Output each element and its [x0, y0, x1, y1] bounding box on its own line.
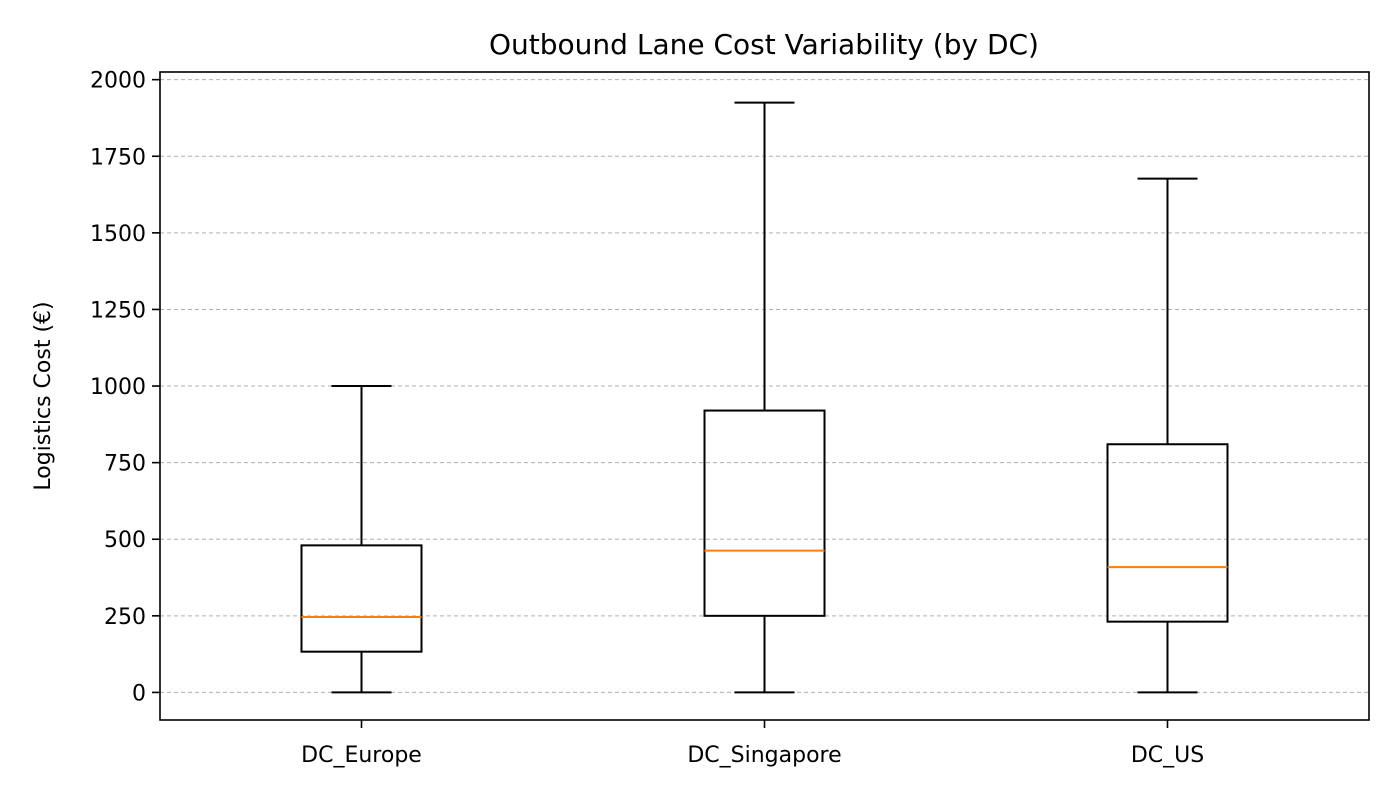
iqr-box: [300, 544, 423, 653]
y-tick-label: 2000: [90, 69, 146, 94]
x-tick-label: DC_US: [1131, 743, 1204, 768]
y-tick-label: 1500: [90, 222, 146, 247]
iqr-box: [703, 409, 826, 617]
iqr-box: [1106, 443, 1229, 623]
y-tick-label: 1250: [90, 298, 146, 323]
chart-title: Outbound Lane Cost Variability (by DC): [489, 28, 1039, 61]
x-tick-label: DC_Europe: [301, 743, 422, 768]
x-axis-ticks: DC_Europe DC_Singapore DC_US: [301, 720, 1204, 768]
y-axis-ticks: 0 250 500 750 1000 1250 1500 1750 2000: [90, 69, 160, 706]
y-tick-label: 750: [104, 452, 146, 477]
y-tick-label: 0: [132, 681, 146, 706]
boxes: [300, 101, 1229, 694]
y-axis-label: Logistics Cost (€): [31, 301, 56, 490]
y-tick-label: 250: [104, 605, 146, 630]
y-tick-label: 1750: [90, 145, 146, 170]
y-tick-label: 500: [104, 528, 146, 553]
y-tick-label: 1000: [90, 375, 146, 400]
x-tick-label: DC_Singapore: [687, 743, 841, 768]
